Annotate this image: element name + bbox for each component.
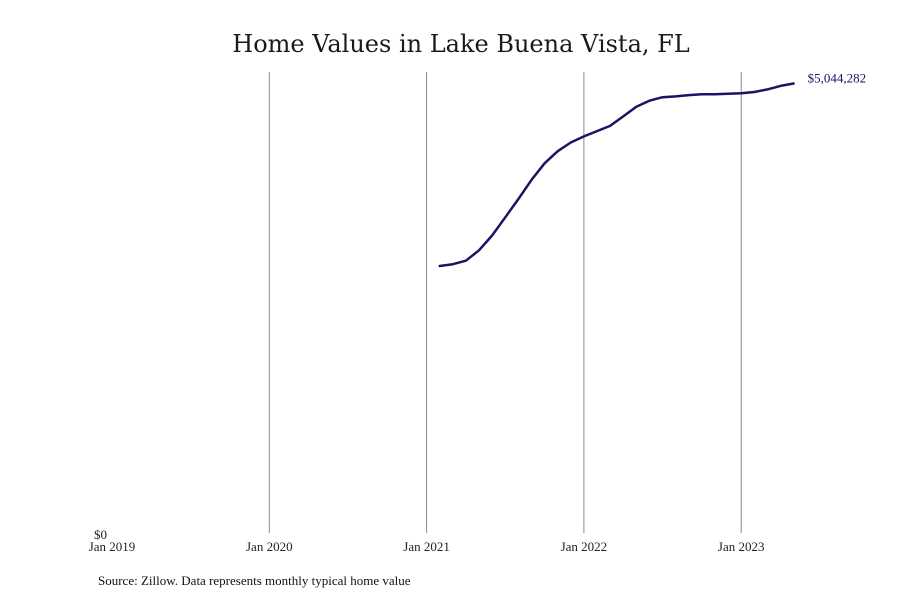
source-note: Source: Zillow. Data represents monthly …	[98, 573, 411, 588]
x-tick-label: Jan 2023	[718, 539, 765, 554]
end-value-label: $5,044,282	[808, 70, 867, 85]
x-tick-label: Jan 2021	[403, 539, 450, 554]
gridlines	[268, 72, 742, 533]
home-value-series-line	[438, 82, 795, 268]
y-tick-label: $0	[94, 527, 107, 542]
x-tick-label: Jan 2022	[561, 539, 608, 554]
chart-title: Home Values in Lake Buena Vista, FL	[232, 30, 690, 58]
x-tick-label: Jan 2020	[246, 539, 293, 554]
x-tick-label: Jan 2019	[89, 539, 136, 554]
x-axis-ticks: Jan 2019 Jan 2020 Jan 2021 Jan 2022 Jan 2023	[89, 539, 765, 554]
